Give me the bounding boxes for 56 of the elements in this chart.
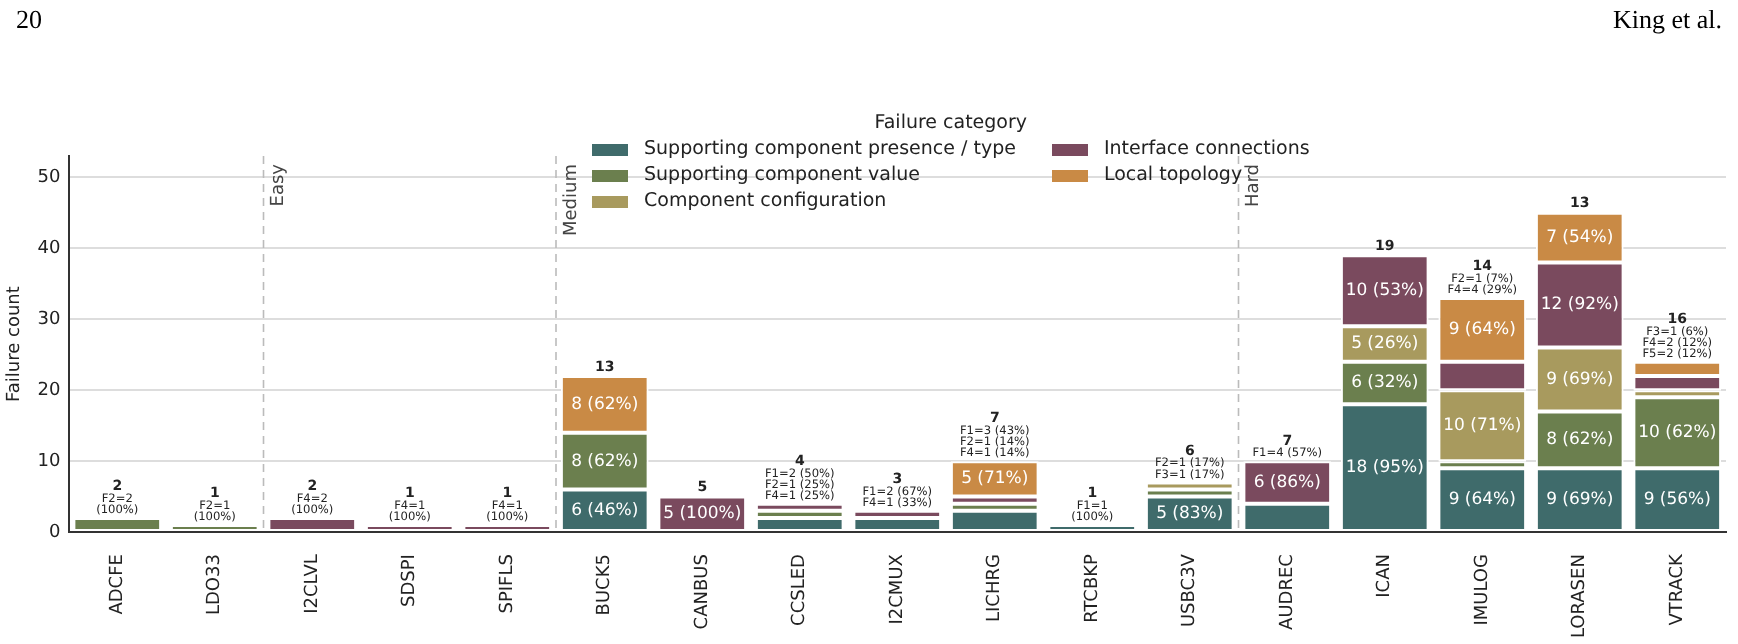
data-label: 9 (64%) <box>1448 490 1516 511</box>
legend-label: Supporting component presence / type <box>644 138 1016 160</box>
x-tick-label: LORASEN <box>1570 554 1591 639</box>
data-label: 9 (64%) <box>1448 320 1516 341</box>
data-label: 7 (54%) <box>1546 228 1614 249</box>
data-label: 10 (71%) <box>1443 416 1522 437</box>
data-label: 5 (71%) <box>961 469 1029 490</box>
y-tick-label: 20 <box>37 380 62 401</box>
data-label: 9 (56%) <box>1643 490 1711 511</box>
legend-label: Component configuration <box>644 190 887 212</box>
data-label: 9 (69%) <box>1546 369 1614 390</box>
x-tick-label: BUCK5 <box>595 554 616 616</box>
x-tick-label: I2CLVL <box>302 554 323 614</box>
x-tick-label: CCSLED <box>790 553 811 626</box>
text: 20 <box>16 4 42 36</box>
data-label: 9 (69%) <box>1546 490 1614 511</box>
data-label: 12 (92%) <box>1540 295 1619 316</box>
y-tick-label: 30 <box>37 309 62 330</box>
x-tick-label: ADCFE <box>107 553 128 615</box>
y-tick-label: 0 <box>49 522 62 543</box>
x-tick-label: SDSPI <box>400 554 421 607</box>
x-tick-label: I2CMUX <box>887 554 908 625</box>
annotation: Easy <box>269 162 290 207</box>
y-tick-label: 10 <box>37 451 62 472</box>
annotation: Medium <box>561 164 582 236</box>
x-tick-label: ICAN <box>1375 554 1396 598</box>
data-label: 8 (62%) <box>571 451 639 472</box>
x-tick-label: SPIFLS <box>497 553 518 614</box>
legend-label: Supporting component value <box>644 164 920 186</box>
data-label: 6 (86%) <box>1253 472 1321 493</box>
x-tick-label: RTCBKP <box>1082 552 1103 623</box>
legend-label: Interface connections <box>1103 138 1310 160</box>
data-label: 5 (83%) <box>1156 504 1224 525</box>
legend-label: Local topology <box>1103 164 1243 186</box>
data-label: 5 (100%) <box>663 504 742 525</box>
data-label: 10 (62%) <box>1638 423 1717 444</box>
x-tick-label: USBC3V <box>1180 552 1201 628</box>
data-label: 10 (53%) <box>1345 281 1424 302</box>
legend-title: Failure category <box>872 112 1030 134</box>
y-axis-title: Failure count <box>5 285 26 402</box>
annotation: Hard <box>1244 164 1265 208</box>
data-label: 18 (95%) <box>1345 458 1424 479</box>
x-tick-label: LICHRG <box>985 554 1006 622</box>
x-tick-label: AUDREC <box>1277 554 1298 630</box>
x-tick-label: VTRACK <box>1667 551 1688 626</box>
data-label: 6 (46%) <box>571 500 639 521</box>
data-label: 8 (62%) <box>1546 430 1614 451</box>
y-tick-label: 40 <box>37 238 62 259</box>
y-tick-label: 50 <box>37 167 62 188</box>
data-label: 5 (26%) <box>1351 334 1419 355</box>
x-tick-label: CANBUS <box>692 553 713 630</box>
data-label: 6 (32%) <box>1351 373 1419 394</box>
x-tick-label: IMULOG <box>1472 554 1493 626</box>
text: King et al. <box>1612 4 1722 36</box>
x-tick-label: LDO33 <box>205 554 226 616</box>
data-label: 8 (62%) <box>571 394 639 415</box>
